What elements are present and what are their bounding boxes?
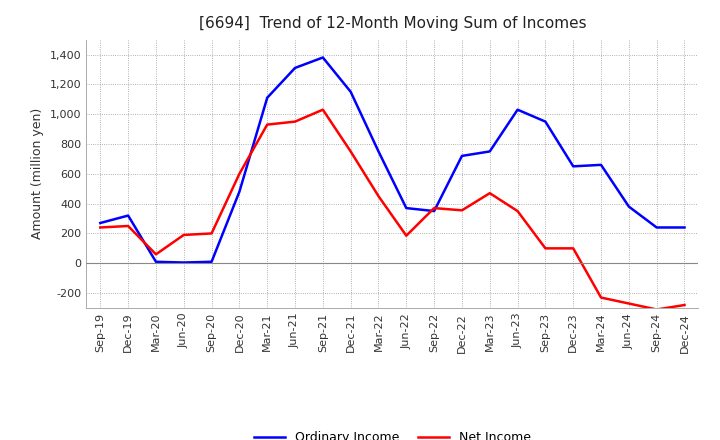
Ordinary Income: [541, 119, 550, 124]
Y-axis label: Amount (million yen): Amount (million yen): [32, 108, 45, 239]
Net Income: [513, 209, 522, 214]
Net Income: [263, 122, 271, 127]
Net Income: [569, 246, 577, 251]
Net Income: [458, 208, 467, 213]
Ordinary Income: [513, 107, 522, 112]
Net Income: [124, 224, 132, 229]
Ordinary Income: [291, 65, 300, 70]
Ordinary Income: [458, 153, 467, 158]
Ordinary Income: [374, 149, 383, 154]
Title: [6694]  Trend of 12-Month Moving Sum of Incomes: [6694] Trend of 12-Month Moving Sum of I…: [199, 16, 586, 32]
Ordinary Income: [569, 164, 577, 169]
Net Income: [402, 233, 410, 238]
Net Income: [485, 191, 494, 196]
Net Income: [96, 225, 104, 230]
Net Income: [430, 205, 438, 211]
Net Income: [680, 302, 689, 308]
Net Income: [207, 231, 216, 236]
Line: Ordinary Income: Ordinary Income: [100, 58, 685, 263]
Ordinary Income: [652, 225, 661, 230]
Legend: Ordinary Income, Net Income: Ordinary Income, Net Income: [248, 426, 536, 440]
Ordinary Income: [124, 213, 132, 218]
Net Income: [152, 252, 161, 257]
Ordinary Income: [235, 189, 243, 194]
Net Income: [235, 171, 243, 176]
Net Income: [624, 301, 633, 306]
Ordinary Income: [430, 209, 438, 214]
Ordinary Income: [346, 89, 355, 95]
Ordinary Income: [402, 205, 410, 211]
Ordinary Income: [179, 260, 188, 265]
Ordinary Income: [152, 259, 161, 264]
Net Income: [597, 295, 606, 300]
Net Income: [374, 194, 383, 199]
Ordinary Income: [624, 204, 633, 209]
Line: Net Income: Net Income: [100, 110, 685, 309]
Ordinary Income: [597, 162, 606, 168]
Net Income: [179, 232, 188, 238]
Net Income: [652, 307, 661, 312]
Net Income: [346, 149, 355, 154]
Net Income: [291, 119, 300, 124]
Net Income: [318, 107, 327, 112]
Net Income: [541, 246, 550, 251]
Ordinary Income: [680, 225, 689, 230]
Ordinary Income: [318, 55, 327, 60]
Ordinary Income: [207, 259, 216, 264]
Ordinary Income: [485, 149, 494, 154]
Ordinary Income: [96, 220, 104, 226]
Ordinary Income: [263, 95, 271, 100]
